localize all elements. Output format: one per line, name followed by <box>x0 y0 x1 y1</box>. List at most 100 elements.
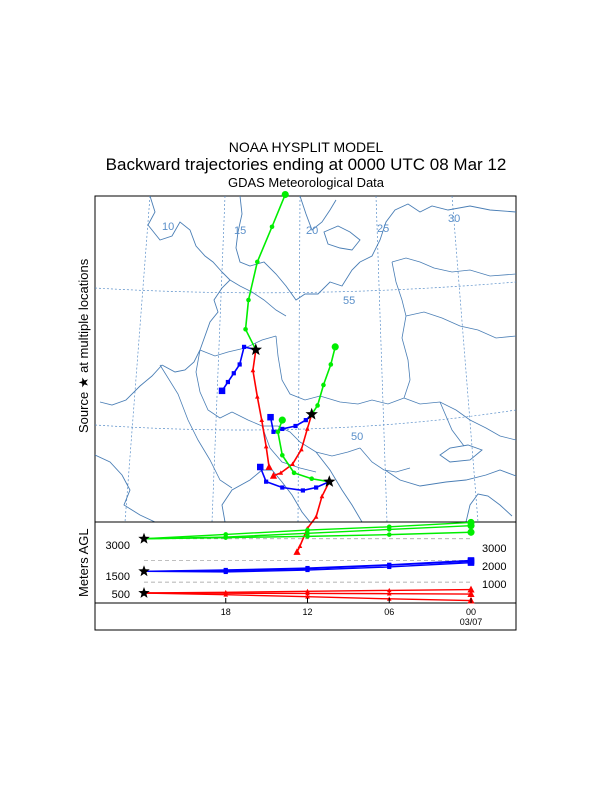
latitude-label: 50 <box>351 431 363 443</box>
triangle-marker <box>265 463 273 470</box>
chart-title: NOAA HYSPLIT MODEL <box>228 139 384 155</box>
height-frame <box>94 521 517 631</box>
triangle-marker <box>299 446 304 452</box>
coastline <box>315 451 363 522</box>
border-line <box>439 401 465 447</box>
border-line <box>391 261 411 399</box>
square-marker <box>223 569 228 575</box>
border-line <box>229 279 287 317</box>
border-line <box>391 257 516 277</box>
map-trajectory-green <box>311 346 336 415</box>
data-source-label: GDAS Meteorological Data <box>227 175 385 190</box>
square-marker <box>387 564 392 570</box>
circle-marker <box>243 326 248 332</box>
triangle-marker <box>319 493 325 499</box>
square-marker <box>293 423 298 429</box>
coastline <box>235 196 361 301</box>
triangle-marker <box>223 592 229 597</box>
triangle-marker <box>313 514 319 519</box>
circle-marker <box>275 429 281 435</box>
time-tick-label: 12 <box>302 607 312 617</box>
date-label: 03/07 <box>460 617 483 627</box>
border-line <box>405 311 516 339</box>
square-marker <box>280 426 285 432</box>
square-marker <box>225 379 231 385</box>
triangle-marker <box>290 461 295 466</box>
coastline <box>359 203 516 263</box>
left-height-level: 500 <box>112 589 130 601</box>
source-height-star <box>138 587 150 598</box>
coastline <box>323 225 361 251</box>
square-marker <box>280 485 285 490</box>
source-height-star <box>138 532 150 544</box>
border-line <box>275 335 321 401</box>
border-line <box>319 395 405 405</box>
map-trajectory-blue <box>259 466 330 492</box>
circle-marker <box>467 522 475 530</box>
circle-marker <box>321 382 326 388</box>
square-marker <box>237 362 242 367</box>
circle-marker <box>305 527 310 533</box>
longitude-label: 30 <box>448 213 460 225</box>
square-marker <box>303 418 308 423</box>
square-marker <box>467 559 475 566</box>
border-line <box>359 447 411 473</box>
circle-marker <box>279 452 285 458</box>
meridian-line <box>451 196 479 522</box>
circle-marker <box>278 416 286 424</box>
triangle-marker <box>278 470 284 475</box>
triangle-marker <box>269 471 278 479</box>
triangle-marker <box>293 548 301 555</box>
circle-marker <box>246 297 251 303</box>
triangle-marker <box>305 594 310 599</box>
map-frame <box>94 195 517 523</box>
triangle-marker <box>467 585 475 593</box>
source-star-marker <box>249 343 262 356</box>
source-height-star <box>138 565 150 577</box>
circle-marker <box>255 259 260 265</box>
parallel-line <box>95 409 516 431</box>
border-line <box>195 349 233 419</box>
left-height-level: 1500 <box>106 571 130 583</box>
source-star-marker <box>323 475 336 487</box>
map-trajectory-blue <box>221 346 257 392</box>
border-line <box>159 364 233 489</box>
meridian-line <box>211 196 226 522</box>
triangle-marker <box>386 591 392 596</box>
square-marker <box>300 488 305 493</box>
chart-subtitle: Backward trajectories ending at 0000 UTC… <box>105 155 507 174</box>
latitude-label: 55 <box>343 295 355 307</box>
circle-marker <box>315 403 320 408</box>
circle-marker <box>281 190 289 199</box>
time-tick-label: 18 <box>221 607 231 617</box>
meridian-line <box>297 196 301 522</box>
square-marker <box>314 485 319 490</box>
map-trajectory-green <box>244 194 286 351</box>
circle-marker <box>291 470 297 476</box>
map-trajectory-red <box>273 414 313 477</box>
time-tick-label: 00 <box>466 607 476 617</box>
square-marker <box>271 429 276 434</box>
triangle-marker <box>386 587 392 593</box>
square-marker <box>241 344 247 349</box>
triangle-marker <box>297 543 303 549</box>
circle-marker <box>386 532 392 537</box>
meridian-line <box>124 196 151 522</box>
longitude-label: 10 <box>162 221 174 233</box>
coastline <box>147 196 223 273</box>
coastline <box>439 444 483 463</box>
longitude-label: 15 <box>234 225 246 237</box>
map-panel: 10 15 20 25 30 55 50 <box>94 190 517 555</box>
coastline <box>161 271 231 373</box>
border-line <box>403 397 516 441</box>
triangle-marker <box>467 590 475 598</box>
square-marker <box>257 463 264 471</box>
square-marker <box>231 371 236 376</box>
circle-marker <box>331 343 339 351</box>
square-marker <box>264 479 269 484</box>
triangle-marker <box>304 426 310 431</box>
right-height-level: 3000 <box>482 543 506 555</box>
map-trajectory-red <box>252 349 270 468</box>
